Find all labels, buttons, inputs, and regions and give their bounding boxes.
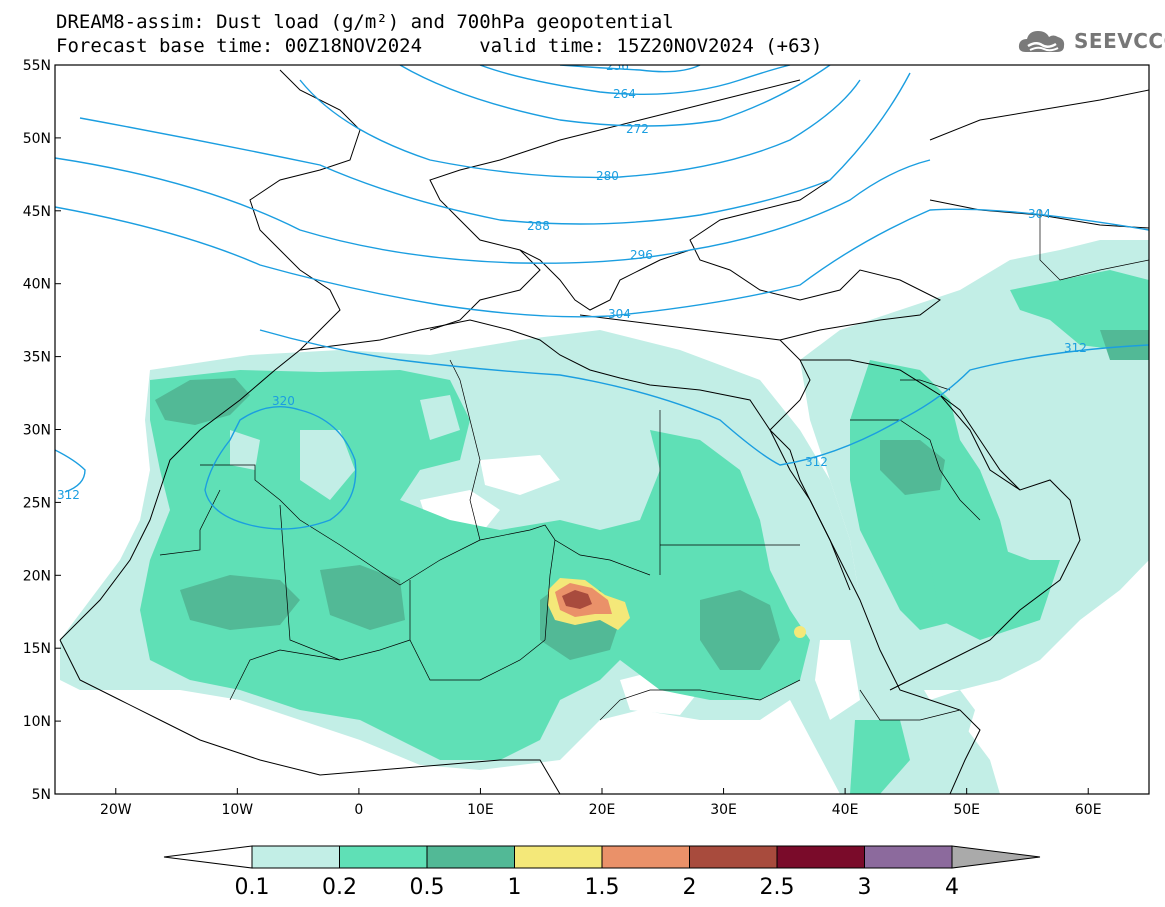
lon-label: 20E — [589, 802, 616, 818]
seevccc-logo: SEEVCCC — [1016, 24, 1165, 58]
lon-label: 60E — [1075, 802, 1102, 818]
lat-label: 45N — [23, 204, 51, 220]
dust-light-pockets — [230, 395, 640, 500]
forecast-time-line: Forecast base time: 00Z18NOV2024 valid t… — [56, 35, 823, 57]
dust-field-2.0 — [562, 590, 592, 609]
colorbar-segment — [426, 845, 515, 869]
contour-label: 296 — [630, 248, 653, 262]
lat-label: 5N — [32, 787, 51, 803]
colorbar-label: 0.1 — [235, 875, 270, 900]
lat-label: 30N — [23, 423, 51, 439]
latitude-axis: 55N 50N 45N 40N 35N 30N 25N 20N 15N 10N 5N — [23, 58, 61, 803]
contour-label: 264 — [613, 87, 636, 101]
geopotential-contours — [55, 65, 1149, 530]
contour-label: 280 — [596, 169, 619, 183]
colorbar-label: 2.5 — [760, 875, 795, 900]
colorbar: 0.1 0.2 0.5 1 1.5 2 2.5 3 4 — [163, 845, 1041, 900]
colorbar-segment — [601, 845, 690, 869]
colorbar-segment — [689, 845, 778, 869]
lon-label: 10W — [221, 802, 253, 818]
colorbar-label: 4 — [945, 875, 959, 900]
contour-label: 320 — [272, 394, 295, 408]
contour-label: 312 — [57, 488, 80, 502]
colorbar-segment — [776, 845, 865, 869]
colorbar-over-triangle — [951, 845, 1041, 869]
logo-text: SEEVCCC — [1074, 29, 1165, 53]
colorbar-segment — [339, 845, 428, 869]
cloud-icon — [1018, 31, 1065, 52]
colorbar-label: 2 — [683, 875, 697, 900]
contour-label: 312 — [805, 455, 828, 469]
country-borders — [159, 210, 1149, 721]
longitude-axis: 20W 10W 0 10E 20E 30E 40E 50E 60E — [100, 788, 1102, 818]
contour-label: 304 — [1028, 207, 1051, 221]
colorbar-segment — [251, 845, 340, 869]
contour-label: 256 — [606, 59, 629, 73]
contour-label: 312 — [1064, 341, 1087, 355]
colorbar-label: 3 — [858, 875, 872, 900]
contour-label: 288 — [527, 219, 550, 233]
map-title: DREAM8-assim: Dust load (g/m²) and 700hP… — [56, 11, 674, 33]
lat-label: 10N — [23, 714, 51, 730]
map-area: 256 264 272 280 288 296 304 304 312 312 … — [55, 59, 1149, 794]
colorbar-label: 1.5 — [585, 875, 620, 900]
lon-label: 20W — [100, 802, 132, 818]
lat-label: 25N — [23, 495, 51, 511]
coastlines — [59, 69, 1149, 794]
colorbar-segment — [864, 845, 953, 869]
colorbar-label: 0.2 — [322, 875, 357, 900]
colorbar-label: 0.5 — [410, 875, 445, 900]
lat-label: 50N — [23, 131, 51, 147]
lat-label: 40N — [23, 277, 51, 293]
lat-label: 20N — [23, 568, 51, 584]
lat-label: 55N — [23, 58, 51, 74]
lon-label: 10E — [467, 802, 494, 818]
lon-label: 0 — [354, 802, 363, 818]
colorbar-label: 1 — [508, 875, 522, 900]
lat-label: 15N — [23, 641, 51, 657]
contour-label: 304 — [608, 307, 631, 321]
contour-label: 272 — [626, 122, 649, 136]
contour-labels: 256 264 272 280 288 296 304 304 312 312 … — [57, 59, 1087, 502]
lon-label: 40E — [832, 802, 859, 818]
colorbar-segment — [514, 845, 603, 869]
lon-label: 50E — [953, 802, 980, 818]
lon-label: 30E — [710, 802, 737, 818]
lat-label: 35N — [23, 350, 51, 366]
colorbar-under-triangle — [163, 845, 253, 869]
